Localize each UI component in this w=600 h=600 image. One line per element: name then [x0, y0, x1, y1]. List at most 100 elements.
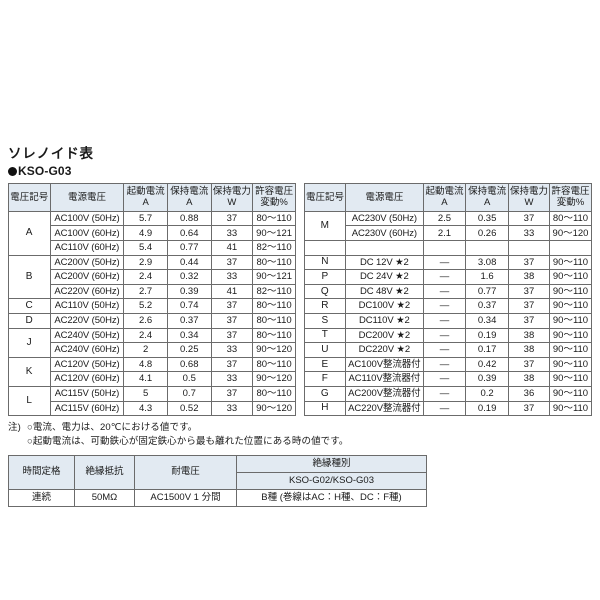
cell-hold-power: 37	[507, 210, 550, 227]
notes-block: 注) ○電流、電力は、20℃における値です。 ○起動電流は、可動鉄心が固定鉄心か…	[8, 421, 592, 449]
cell-voltage-symbol: K	[8, 356, 51, 388]
cell-hold-power: 38	[507, 342, 550, 358]
cell-start-current: 4.1	[123, 371, 168, 387]
cell-supply-voltage: AC240V (50Hz)	[49, 327, 125, 344]
page-title: ソレノイド表	[8, 146, 94, 161]
cell-hold-power: 37	[507, 356, 550, 373]
cell-voltage-symbol: U	[303, 342, 347, 358]
cell-hold-power: 37	[507, 283, 550, 300]
header-insulation-resistance: 絶縁抵抗	[74, 454, 135, 490]
cell-hold-power: 37	[507, 254, 550, 271]
cell-hold-current: 0.5	[166, 371, 212, 387]
cell-start-current: —	[422, 327, 467, 344]
table-row: B AC200V (50Hz) 2.9 0.44 37 80〜110	[8, 254, 296, 300]
cell-hold-current: 0.34	[166, 327, 212, 344]
cell-voltage-tolerance: 80〜110	[252, 386, 296, 402]
cell-hold-current: 0.39	[166, 283, 212, 300]
cell-hold-current: 0.35	[465, 210, 509, 227]
cell-time-rating: 連続	[8, 488, 75, 507]
cell-supply-voltage: DC100V ★2	[345, 298, 424, 315]
table-row: S DC110V ★2—0.34 37 90〜110	[303, 313, 593, 329]
cell-voltage-tolerance: 82〜110	[252, 240, 296, 256]
table-row: U DC220V ★2—0.17 38 90〜110	[303, 342, 593, 358]
cell-start-current: 2.4	[123, 269, 168, 285]
cell-supply-voltage: AC110V (60Hz)	[49, 240, 125, 256]
cell-empty	[422, 240, 467, 256]
cell-hold-current: 0.39	[465, 371, 509, 387]
cell-start-current: —	[422, 313, 467, 329]
cell-start-current: —	[422, 254, 467, 271]
table-row: E AC100V整流器付 —0.42 37 90〜110	[303, 356, 593, 373]
cell-start-current: —	[422, 356, 467, 373]
cell-voltage-tolerance: 80〜110	[252, 356, 296, 373]
cell-hold-current: 0.37	[465, 298, 509, 315]
cell-supply-voltage: DC220V ★2	[345, 342, 424, 358]
cell-voltage-tolerance: 90〜121	[252, 225, 296, 242]
insulation-data-row: 連続 50MΩ AC1500V 1 分間 B種 (巻線はAC：H種、DC：F種)	[8, 488, 427, 507]
cell-hold-power: 37	[210, 254, 254, 271]
table-row: N DC 12V ★2—3.08 37 90〜110	[303, 254, 593, 271]
cell-supply-voltage: DC 12V ★2	[345, 254, 424, 271]
cell-voltage-symbol: H	[303, 400, 347, 417]
cell-hold-power: 37	[210, 386, 254, 402]
table-row: R DC100V ★2—0.37 37 90〜110	[303, 298, 593, 315]
cell-hold-current: 0.42	[465, 356, 509, 373]
cell-empty	[345, 240, 424, 256]
cell-start-current: 2.5	[422, 210, 467, 227]
cell-voltage-symbol: J	[8, 327, 51, 358]
cell-voltage-tolerance: 90〜110	[548, 254, 593, 271]
cell-hold-current: 0.2	[465, 386, 509, 402]
cell-voltage-tolerance: 90〜110	[548, 400, 593, 417]
cell-supply-voltage: DC200V ★2	[345, 327, 424, 344]
cell-hold-power: 38	[507, 371, 550, 387]
cell-hold-current: 1.6	[465, 269, 509, 285]
cell-hold-current: 0.37	[166, 313, 212, 329]
cell-hold-current: 0.44	[166, 254, 212, 271]
cell-voltage-symbol: D	[8, 313, 51, 329]
header-hold-current: 保持電流 A	[465, 182, 509, 212]
cell-empty	[465, 240, 509, 256]
cell-voltage-tolerance: 90〜110	[548, 283, 593, 300]
cell-empty	[303, 240, 347, 256]
cell-voltage-symbol: M	[303, 210, 347, 242]
cell-voltage-tolerance: 80〜110	[252, 210, 296, 227]
cell-hold-current: 0.64	[166, 225, 212, 242]
note-row: 注) ○電流、電力は、20℃における値です。 ○起動電流は、可動鉄心が固定鉄心か…	[8, 421, 592, 449]
cell-supply-voltage: AC100V (60Hz)	[49, 225, 125, 242]
cell-hold-current: 0.26	[465, 225, 509, 242]
table-row: AC240V (60Hz) 2 0.25 33 90〜120	[9, 342, 296, 358]
cell-hold-current: 0.77	[166, 240, 212, 256]
cell-supply-voltage: AC230V (50Hz)	[345, 210, 424, 227]
cell-start-current: 4.9	[123, 225, 168, 242]
cell-voltage-tolerance: 90〜120	[252, 342, 296, 358]
cell-hold-current: 0.52	[166, 400, 212, 417]
table-row: AC120V (60Hz) 4.1 0.5 33 90〜120	[9, 371, 296, 387]
cell-supply-voltage: AC100V整流器付	[345, 356, 424, 373]
cell-hold-power: 37	[210, 210, 254, 227]
cell-insulation-resistance: 50MΩ	[74, 488, 135, 507]
cell-voltage-tolerance: 90〜110	[548, 342, 593, 358]
cell-supply-voltage: DC110V ★2	[345, 313, 424, 329]
table-row: A AC100V (50Hz) 5.7 0.88 37 80〜110	[8, 210, 296, 256]
cell-voltage-tolerance: 90〜110	[548, 298, 593, 315]
table-row: H AC220V整流器付 —0.19 37 90〜110	[303, 400, 593, 417]
cell-withstand-voltage: AC1500V 1 分間	[134, 488, 237, 507]
cell-voltage-tolerance: 80〜110	[252, 298, 296, 315]
cell-hold-power: 38	[507, 269, 550, 285]
cell-hold-current: 0.7	[166, 386, 212, 402]
cell-supply-voltage: AC200V (50Hz)	[49, 254, 125, 271]
table-row: AC220V (60Hz) 2.7 0.39 41 82〜110	[9, 283, 296, 300]
cell-voltage-tolerance: 80〜110	[548, 210, 593, 227]
cell-hold-power: 41	[210, 240, 254, 256]
cell-supply-voltage: AC120V (60Hz)	[49, 371, 125, 387]
cell-hold-power: 33	[210, 400, 254, 417]
note-line-2: ○起動電流は、可動鉄心が固定鉄心から最も離れた位置にある時の値です。	[27, 435, 349, 447]
cell-hold-power: 38	[507, 327, 550, 344]
header-tolerance: 許容電圧 変動%	[252, 182, 296, 212]
cell-supply-voltage: DC 48V ★2	[345, 283, 424, 300]
cell-voltage-symbol: F	[303, 371, 347, 387]
table-row: K AC120V (50Hz) 4.8 0.68 37 80〜110	[8, 356, 296, 388]
cell-start-current: —	[422, 269, 467, 285]
cell-voltage-symbol: P	[303, 269, 347, 285]
cell-supply-voltage: AC200V (60Hz)	[49, 269, 125, 285]
